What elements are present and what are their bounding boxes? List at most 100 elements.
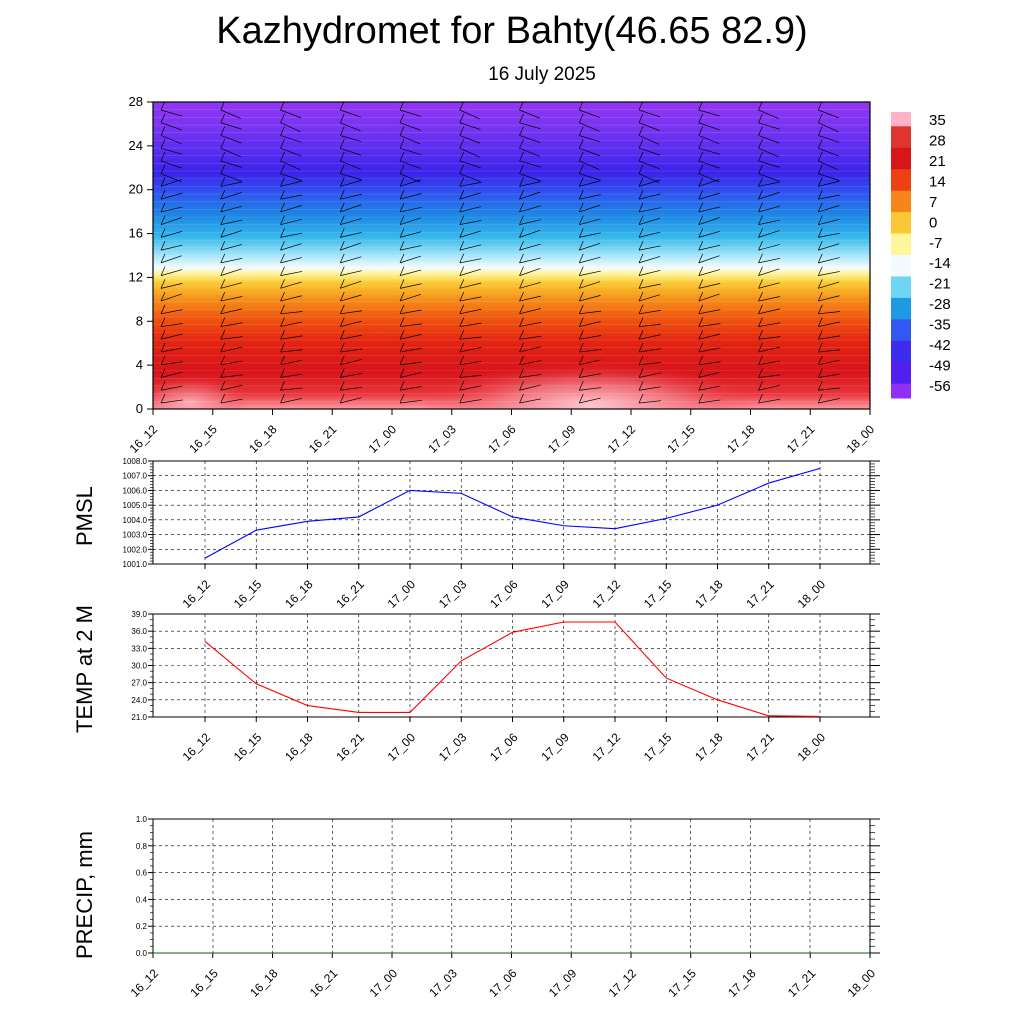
wind-barb: [399, 160, 421, 169]
wind-barb: [638, 269, 661, 276]
x-tick-label: 16_15: [231, 577, 265, 611]
wind-barb-flag: [399, 279, 405, 289]
x-tick-label: 17_15: [664, 422, 698, 456]
wind-barb-flag: [638, 126, 644, 136]
wind-barb-flag: [519, 304, 524, 314]
wind-barb: [818, 218, 840, 225]
wind-barb-flag: [280, 330, 285, 340]
wind-barb-flag: [578, 151, 584, 162]
wind-barb-flag: [638, 139, 644, 149]
colorbar-swatch: [891, 190, 911, 199]
wind-barb-flag: [578, 139, 584, 149]
wind-barb: [280, 398, 303, 404]
wind-barb: [818, 257, 840, 264]
wind-barb-flag: [160, 240, 166, 251]
wind-barb: [818, 194, 840, 200]
wind-barb-flag: [459, 164, 465, 174]
wind-barb: [698, 160, 720, 169]
wind-barb: [220, 219, 243, 225]
wind-barb-flag: [220, 240, 226, 251]
x-tick-label: 17_03: [436, 730, 470, 764]
colorbar-swatch: [891, 169, 911, 177]
wind-barb-flag: [698, 113, 704, 123]
x-tick-label: 17_21: [743, 577, 777, 611]
y-tick-label: 0.8: [136, 842, 148, 851]
wind-barb-flag: [280, 253, 285, 264]
wind-barb-flag: [578, 317, 584, 327]
wind-barb-flag: [160, 151, 166, 162]
wind-barb-flag: [817, 330, 823, 340]
colorbar-swatch: [891, 319, 911, 327]
wind-barb-flag: [459, 177, 465, 187]
wind-barb-flag: [758, 177, 763, 187]
wind-barb-flag: [817, 177, 823, 187]
wind-barb: [579, 321, 601, 327]
y-tick-label: 28: [129, 94, 143, 109]
wind-barb: [459, 360, 482, 366]
wind-barb: [758, 346, 781, 353]
wind-barb-flag: [519, 381, 524, 391]
wind-barb-flag: [339, 317, 345, 327]
wind-barb: [579, 270, 601, 276]
wind-barb: [638, 334, 661, 340]
wind-barb-flag: [638, 113, 644, 123]
wind-barb: [638, 362, 661, 366]
y-tick-label: 0.6: [136, 869, 148, 878]
wind-barb: [698, 371, 721, 378]
wind-barb-flag: [578, 291, 584, 302]
wind-barb-flag: [817, 291, 823, 302]
wind-barb-flag: [339, 215, 345, 225]
wind-barb-flag: [817, 317, 823, 327]
x-tick-label: 17_06: [486, 966, 520, 1000]
wind-barb-flag: [519, 291, 524, 302]
wind-barb: [220, 282, 243, 289]
wind-barb-flag: [339, 393, 345, 404]
colorbar-label: -21: [929, 276, 951, 293]
wind-barb-flag: [399, 304, 405, 314]
wind-barb-flag: [578, 330, 584, 340]
wind-barb: [340, 294, 362, 302]
wind-barb-flag: [220, 330, 226, 340]
wind-barb-flag: [519, 279, 524, 289]
y-tick-label: 1001.0: [123, 560, 148, 569]
wind-barb-flag: [339, 190, 345, 200]
x-tick-label: 17_15: [665, 966, 699, 1000]
colorbar-swatch: [891, 183, 911, 192]
wind-barb: [758, 192, 780, 200]
wind-barb: [280, 359, 303, 366]
wind-barb: [758, 109, 779, 119]
wind-barb: [459, 109, 480, 120]
wind-barb-flag: [160, 202, 166, 213]
wind-barb-flag: [160, 228, 166, 238]
wind-barb: [399, 179, 422, 187]
wind-barb: [340, 242, 362, 251]
wind-barb-flag: [817, 164, 823, 174]
wind-barb: [280, 335, 303, 340]
wind-barb: [579, 147, 601, 157]
x-tick-label: 17_15: [641, 577, 675, 611]
wind-barb-flag: [519, 177, 524, 187]
wind-barb: [280, 205, 302, 213]
wind-barb: [220, 398, 243, 404]
x-tick-label: 17_12: [590, 577, 624, 611]
wind-barb-flag: [698, 393, 704, 404]
wind-barb: [638, 122, 660, 131]
wind-barb: [340, 147, 362, 156]
wind-barb-flag: [578, 381, 584, 391]
wind-barb-flag: [280, 202, 285, 213]
pmsl-frame: [152, 460, 871, 565]
wind-barb-flag: [399, 228, 405, 238]
wind-barb-flag: [399, 126, 405, 136]
wind-barb: [459, 336, 482, 340]
wind-barb: [638, 245, 661, 251]
wind-barb: [818, 205, 840, 213]
colorbar-swatch: [891, 362, 911, 370]
wind-barb: [220, 109, 242, 119]
wind-barb: [818, 160, 839, 171]
wind-barb: [160, 135, 182, 145]
wind-barb-flag: [399, 355, 405, 365]
wind-barb-flag: [758, 279, 763, 289]
wind-barb-flag: [698, 266, 704, 276]
wind-barb: [698, 323, 721, 327]
